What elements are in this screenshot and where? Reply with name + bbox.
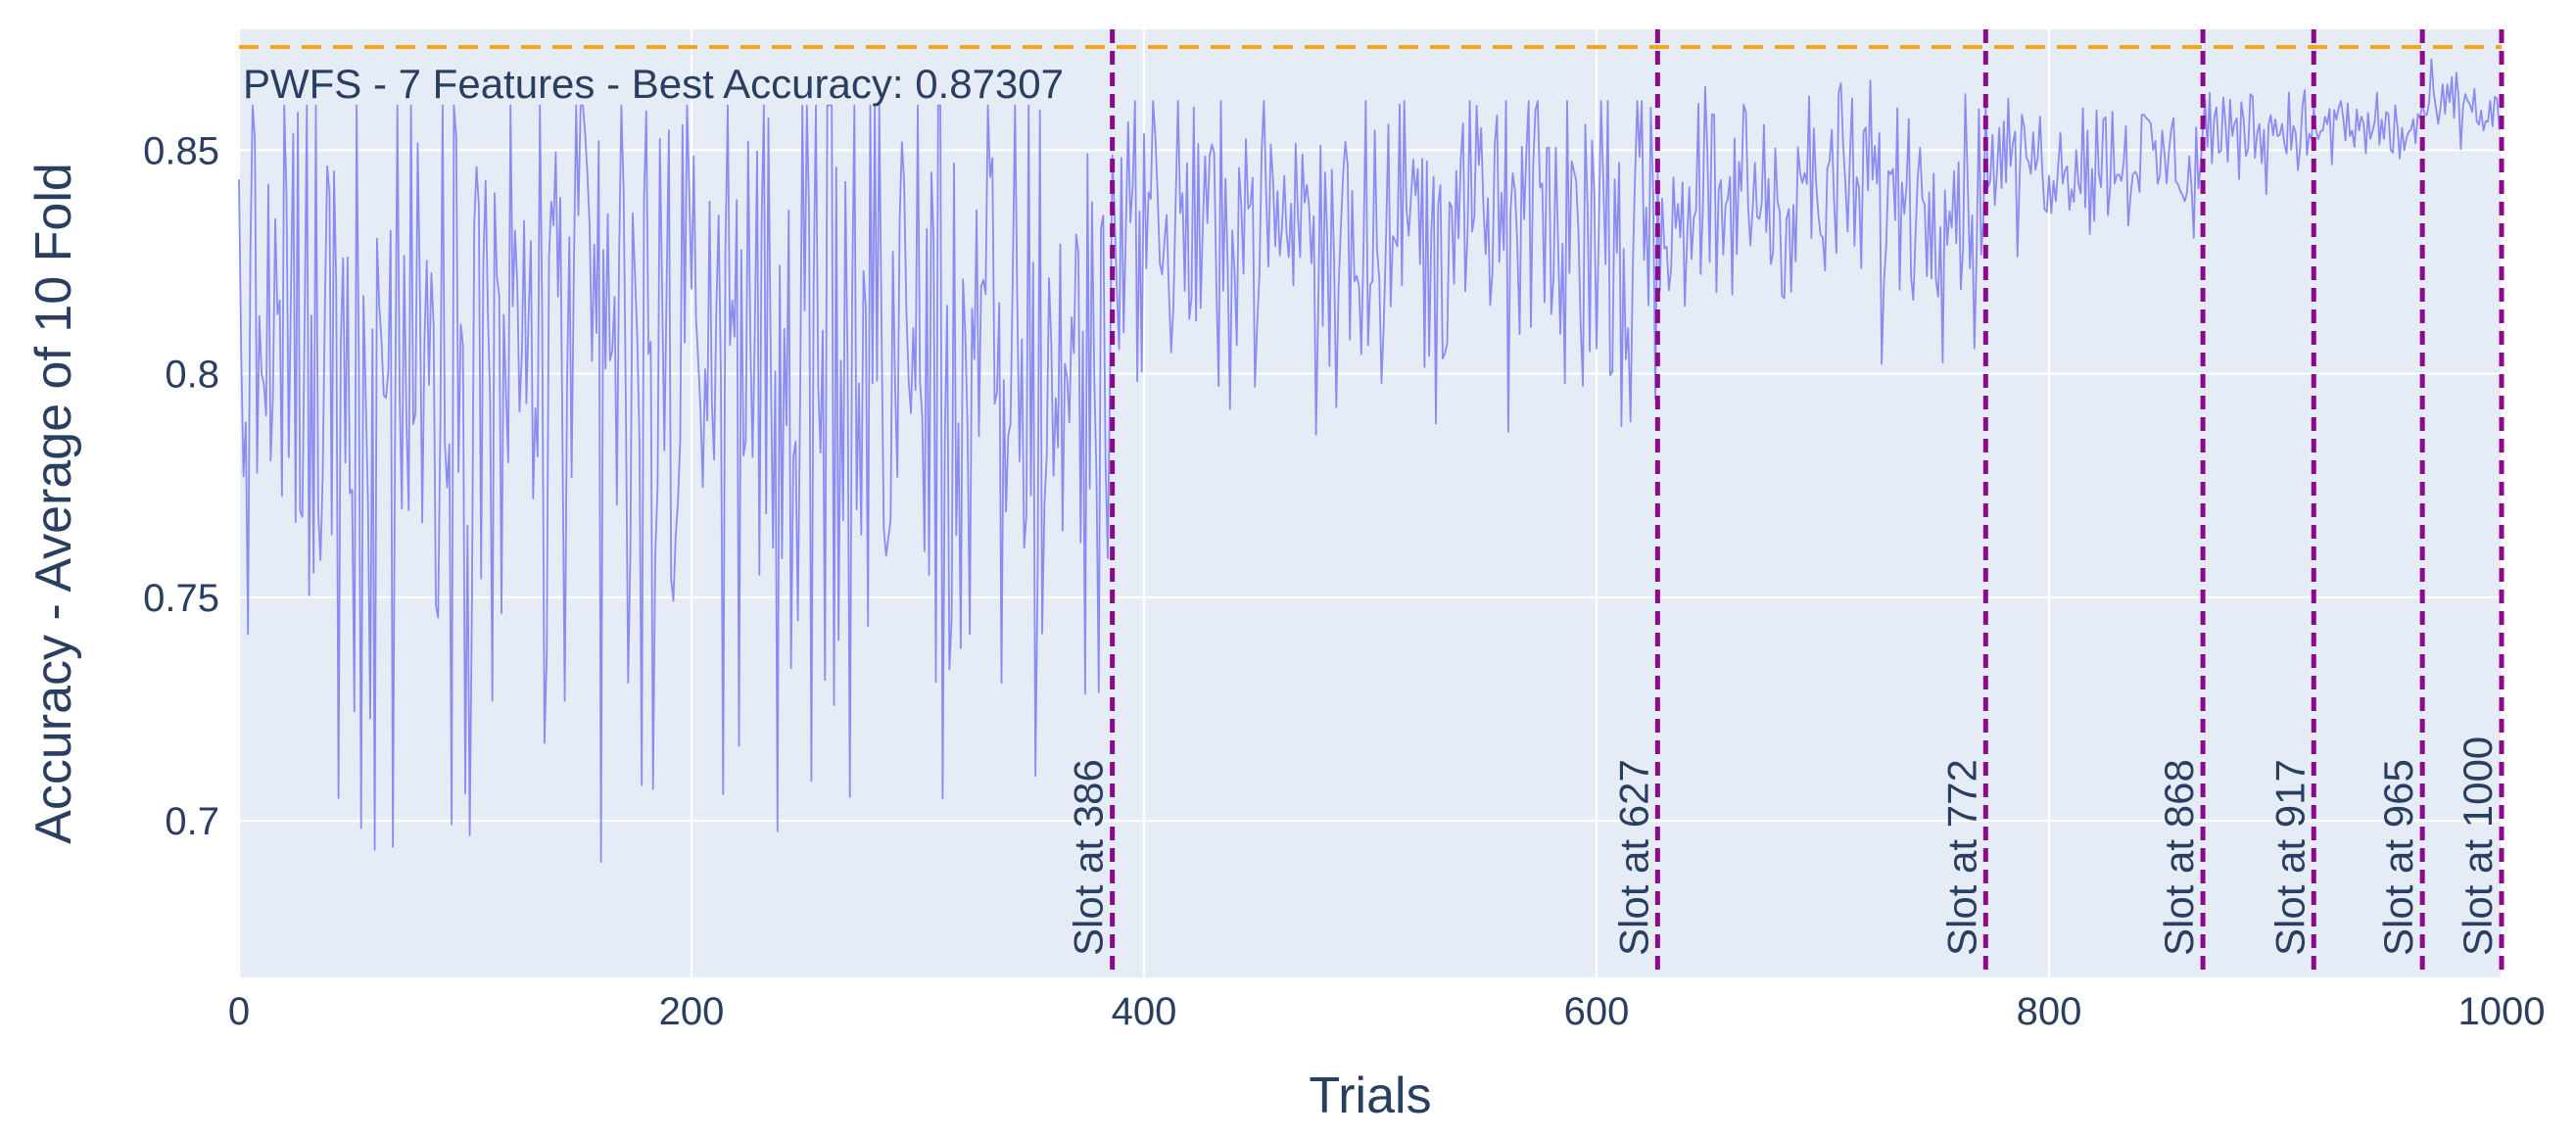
x-tick-label: 600 <box>1564 990 1630 1033</box>
slot-label: Slot at 917 <box>2266 759 2313 956</box>
slot-label: Slot at 386 <box>1066 759 1112 956</box>
slot-label: Slot at 772 <box>1938 759 1984 956</box>
x-axis-ticks: 0 200 400 600 800 1000 <box>228 990 2546 1033</box>
accuracy-series-line <box>238 58 2501 863</box>
x-tick-label: 400 <box>1112 990 1177 1033</box>
y-tick-label: 0.75 <box>143 577 219 620</box>
slot-label: Slot at 868 <box>2156 759 2202 956</box>
x-tick-label: 0 <box>228 990 250 1033</box>
y-tick-label: 0.8 <box>165 354 219 397</box>
slot-label: Slot at 1000 <box>2455 736 2501 956</box>
x-tick-label: 1000 <box>2458 990 2546 1033</box>
x-tick-label: 800 <box>2017 990 2082 1033</box>
series-layer <box>238 58 2501 863</box>
slot-lines-layer: Slot at 386 Slot at 627 Slot at 772 Slot at… <box>1066 29 2504 977</box>
x-axis-title: Trials <box>1309 1068 1431 1124</box>
best-accuracy-layer: PWFS - 7 Features - Best Accuracy: 0.873… <box>239 44 2502 107</box>
slot-label: Slot at 965 <box>2375 759 2421 956</box>
y-tick-label: 0.7 <box>165 800 219 843</box>
y-axis-title: Accuracy - Average of 10 Fold <box>25 163 82 844</box>
x-tick-label: 200 <box>659 990 725 1033</box>
y-axis-ticks: 0.7 0.75 0.8 0.85 <box>143 129 219 843</box>
y-tick-label: 0.85 <box>143 129 219 172</box>
best-accuracy-annotation: PWFS - 7 Features - Best Accuracy: 0.873… <box>243 61 1064 107</box>
slot-label: Slot at 627 <box>1610 759 1656 956</box>
